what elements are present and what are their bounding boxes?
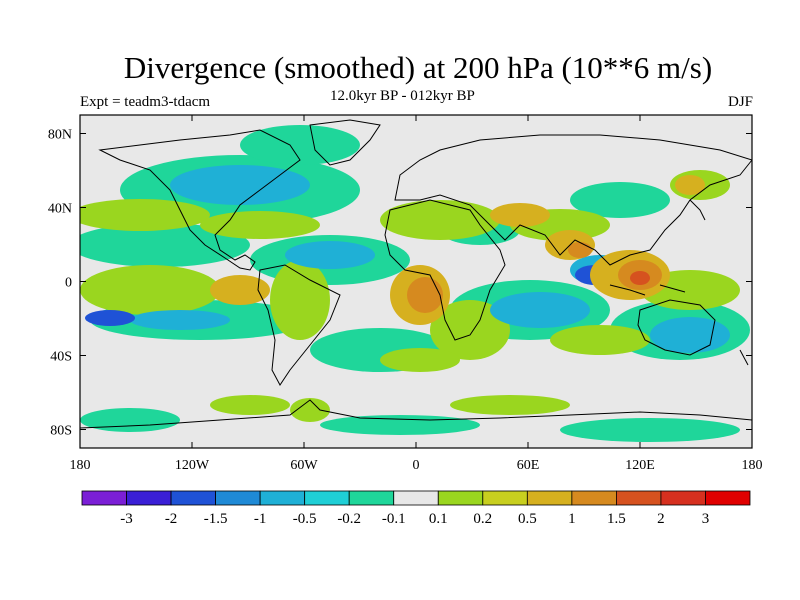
colorbar-label: -3 (120, 511, 133, 527)
greenland-coast (309, 119, 381, 166)
lon-tick-label: 120W (175, 458, 210, 473)
colorbar-box (304, 490, 350, 506)
colorbar-box (482, 490, 528, 506)
field-moderate-negative (130, 165, 730, 353)
colorbar-box (616, 490, 662, 506)
eurasia-coast (394, 134, 752, 266)
colorbar-box (259, 490, 306, 506)
lat-tick-label: 80N (48, 128, 72, 143)
lon-tick-label: 0 (413, 458, 420, 473)
lat-tick-label: 0 (65, 276, 72, 291)
indonesia-coast (609, 284, 646, 296)
colorbar-box (705, 490, 751, 506)
colorbar-box (81, 490, 127, 506)
new-zealand-coast (739, 349, 749, 366)
lon-tick-label: 180 (742, 458, 763, 473)
season-label: DJF (727, 94, 753, 110)
lat-tick-label: 40N (48, 202, 72, 217)
colorbar-label: -1 (254, 511, 267, 527)
colorbar-label: 1 (568, 511, 576, 527)
colorbar-label: 1.5 (607, 511, 626, 527)
colorbar-box (571, 490, 617, 506)
plot-title: Divergence (smoothed) at 200 hPa (10**6 … (123, 50, 713, 85)
lon-tick-label: 60W (290, 458, 318, 473)
antarctica-coast (80, 399, 752, 429)
colorbar-box (126, 490, 172, 506)
colorbar-box (215, 490, 261, 506)
colorbar-label: 0.1 (429, 511, 448, 527)
colorbar-label: -0.5 (293, 511, 317, 527)
lon-tick-label: 120E (625, 458, 655, 473)
colorbar-boxes (81, 490, 751, 506)
new-guinea-coast (659, 284, 686, 293)
coastlines (80, 119, 752, 429)
colorbar-labels: -3 -2 -1.5 -1 -0.5 -0.2 -0.1 0.1 0.2 0.5 1 1.5 2 3 (120, 511, 709, 527)
colorbar-box (170, 490, 216, 506)
colorbar-box (393, 490, 439, 506)
south-america-coast (257, 264, 341, 386)
colorbar-label: -1.5 (204, 511, 228, 527)
colorbar-label: 0.2 (473, 511, 492, 527)
colorbar-label: -0.2 (337, 511, 361, 527)
lat-tick-label: 80S (50, 424, 72, 439)
colorbar-box (660, 490, 706, 506)
field-very-strong-positive (630, 271, 650, 285)
plot-subtitle: 12.0kyr BP - 012kyr BP (330, 88, 475, 104)
lat-tick-label: 40S (50, 350, 72, 365)
colorbar-label: -0.1 (382, 511, 406, 527)
australia-coast (637, 299, 716, 356)
colorbar-label: 0.5 (518, 511, 537, 527)
colorbar-box (348, 490, 395, 506)
experiment-label: Expt = teadm3-tdacm (80, 94, 211, 110)
colorbar-box (526, 490, 573, 506)
axis-ticks: 180 120W 60W 0 60E 120E 180 80N 40N 0 40S 80S (48, 115, 763, 473)
north-america-coast (98, 129, 301, 271)
colorbar-label: 2 (657, 511, 665, 527)
lon-tick-label: 180 (70, 458, 91, 473)
japan-coast (689, 199, 706, 221)
lon-tick-label: 60E (517, 458, 540, 473)
colorbar-box (437, 490, 484, 506)
colorbar-label: -2 (165, 511, 178, 527)
africa-coast (384, 199, 506, 341)
divergence-field (80, 125, 750, 442)
colorbar-label: 3 (702, 511, 710, 527)
